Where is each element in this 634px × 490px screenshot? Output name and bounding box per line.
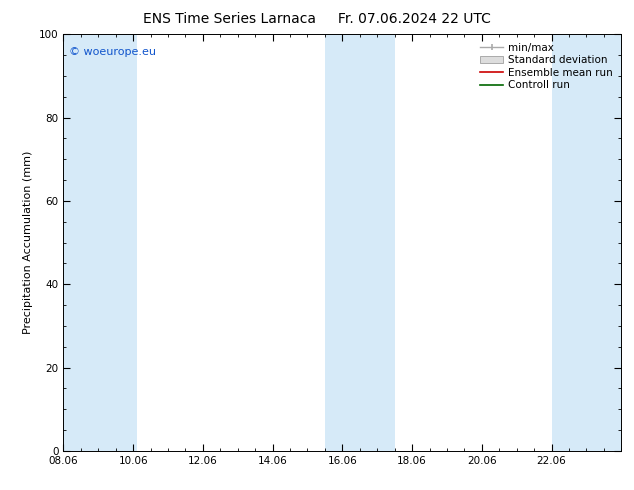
Bar xyxy=(552,34,621,451)
Bar xyxy=(63,34,98,451)
Bar xyxy=(95,34,137,451)
Legend: min/max, Standard deviation, Ensemble mean run, Controll run: min/max, Standard deviation, Ensemble me… xyxy=(477,40,616,94)
Y-axis label: Precipitation Accumulation (mm): Precipitation Accumulation (mm) xyxy=(23,151,34,334)
Text: ENS Time Series Larnaca     Fr. 07.06.2024 22 UTC: ENS Time Series Larnaca Fr. 07.06.2024 2… xyxy=(143,12,491,26)
Bar xyxy=(325,34,394,451)
Text: © woeurope.eu: © woeurope.eu xyxy=(69,47,156,57)
